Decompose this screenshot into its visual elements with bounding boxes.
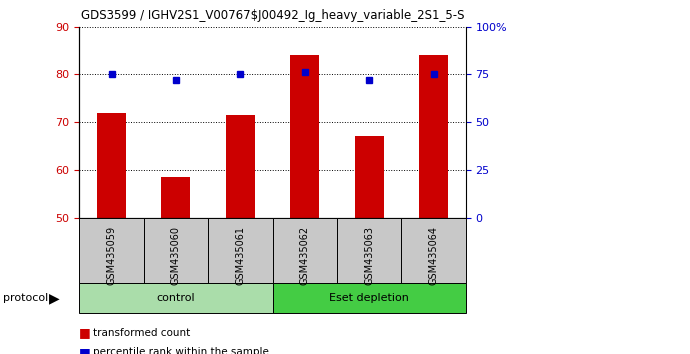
Text: ▶: ▶ (48, 291, 59, 305)
Text: GSM435059: GSM435059 (106, 226, 117, 285)
Bar (419, 55, 448, 218)
Text: control: control (157, 293, 195, 303)
Text: GSM435063: GSM435063 (364, 226, 374, 285)
Bar (226, 115, 255, 218)
Bar (97, 113, 126, 218)
Text: protocol: protocol (3, 293, 49, 303)
Text: percentile rank within the sample: percentile rank within the sample (93, 347, 269, 354)
Text: GSM435061: GSM435061 (235, 226, 246, 285)
Text: GSM435062: GSM435062 (299, 226, 310, 285)
Text: GSM435060: GSM435060 (171, 226, 181, 285)
Text: transformed count: transformed count (93, 328, 190, 338)
Text: Eset depletion: Eset depletion (329, 293, 409, 303)
Text: GSM435064: GSM435064 (428, 226, 439, 285)
Bar (355, 137, 384, 218)
Bar (161, 177, 190, 218)
Text: ■: ■ (79, 326, 91, 339)
Text: ■: ■ (79, 346, 91, 354)
Bar (290, 55, 319, 218)
Text: GDS3599 / IGHV2S1_V00767$J00492_Ig_heavy_variable_2S1_5-S: GDS3599 / IGHV2S1_V00767$J00492_Ig_heavy… (81, 9, 464, 22)
